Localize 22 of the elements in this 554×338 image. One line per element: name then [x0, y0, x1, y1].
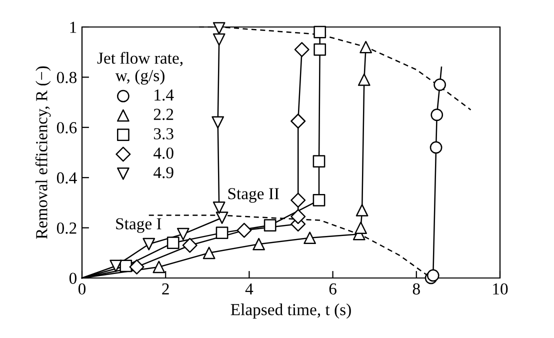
y-tick-label: 0.4 — [56, 172, 77, 184]
annotation: Stage II — [228, 188, 279, 203]
y-tick-label: 0 — [69, 272, 77, 284]
legend-title: Jet flow rate, w, (g/s) — [97, 52, 182, 85]
legend-label: 1.4 — [154, 89, 174, 101]
x-axis-title: Elapsed time, t (s) — [230, 304, 351, 319]
y-tick-label: 0.8 — [56, 72, 77, 84]
y-tick-label: 0.2 — [56, 222, 76, 234]
legend-label: 3.3 — [154, 128, 174, 140]
x-tick-label: 4 — [245, 283, 254, 294]
y-tick-label: 0.6 — [56, 122, 77, 134]
y-axis-title: Removal efficiency, R (−) — [35, 66, 51, 239]
legend-label: 2.2 — [154, 108, 174, 120]
annotation: Stage I — [116, 218, 162, 233]
x-tick-label: 10 — [493, 283, 508, 295]
x-tick-label: 8 — [412, 283, 420, 295]
legend-label: 4.0 — [154, 148, 174, 159]
legend-label: 4.9 — [154, 166, 174, 178]
x-tick-label: 0 — [78, 283, 86, 295]
x-tick-label: 2 — [162, 283, 169, 294]
y-tick-label: 1 — [70, 22, 76, 33]
x-tick-label: 6 — [329, 283, 336, 295]
